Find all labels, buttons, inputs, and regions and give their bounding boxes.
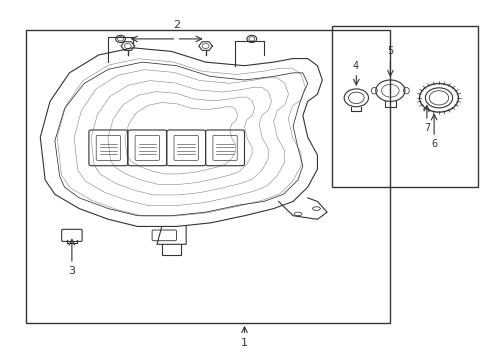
Text: 4: 4 bbox=[351, 61, 358, 71]
Text: 3: 3 bbox=[68, 266, 75, 276]
Text: 7: 7 bbox=[423, 123, 429, 133]
Text: 6: 6 bbox=[430, 139, 436, 149]
Text: 5: 5 bbox=[386, 46, 393, 57]
Text: 2: 2 bbox=[173, 19, 180, 30]
Bar bbox=[331, 26, 477, 187]
Bar bbox=[26, 30, 389, 323]
Text: 1: 1 bbox=[241, 338, 247, 347]
